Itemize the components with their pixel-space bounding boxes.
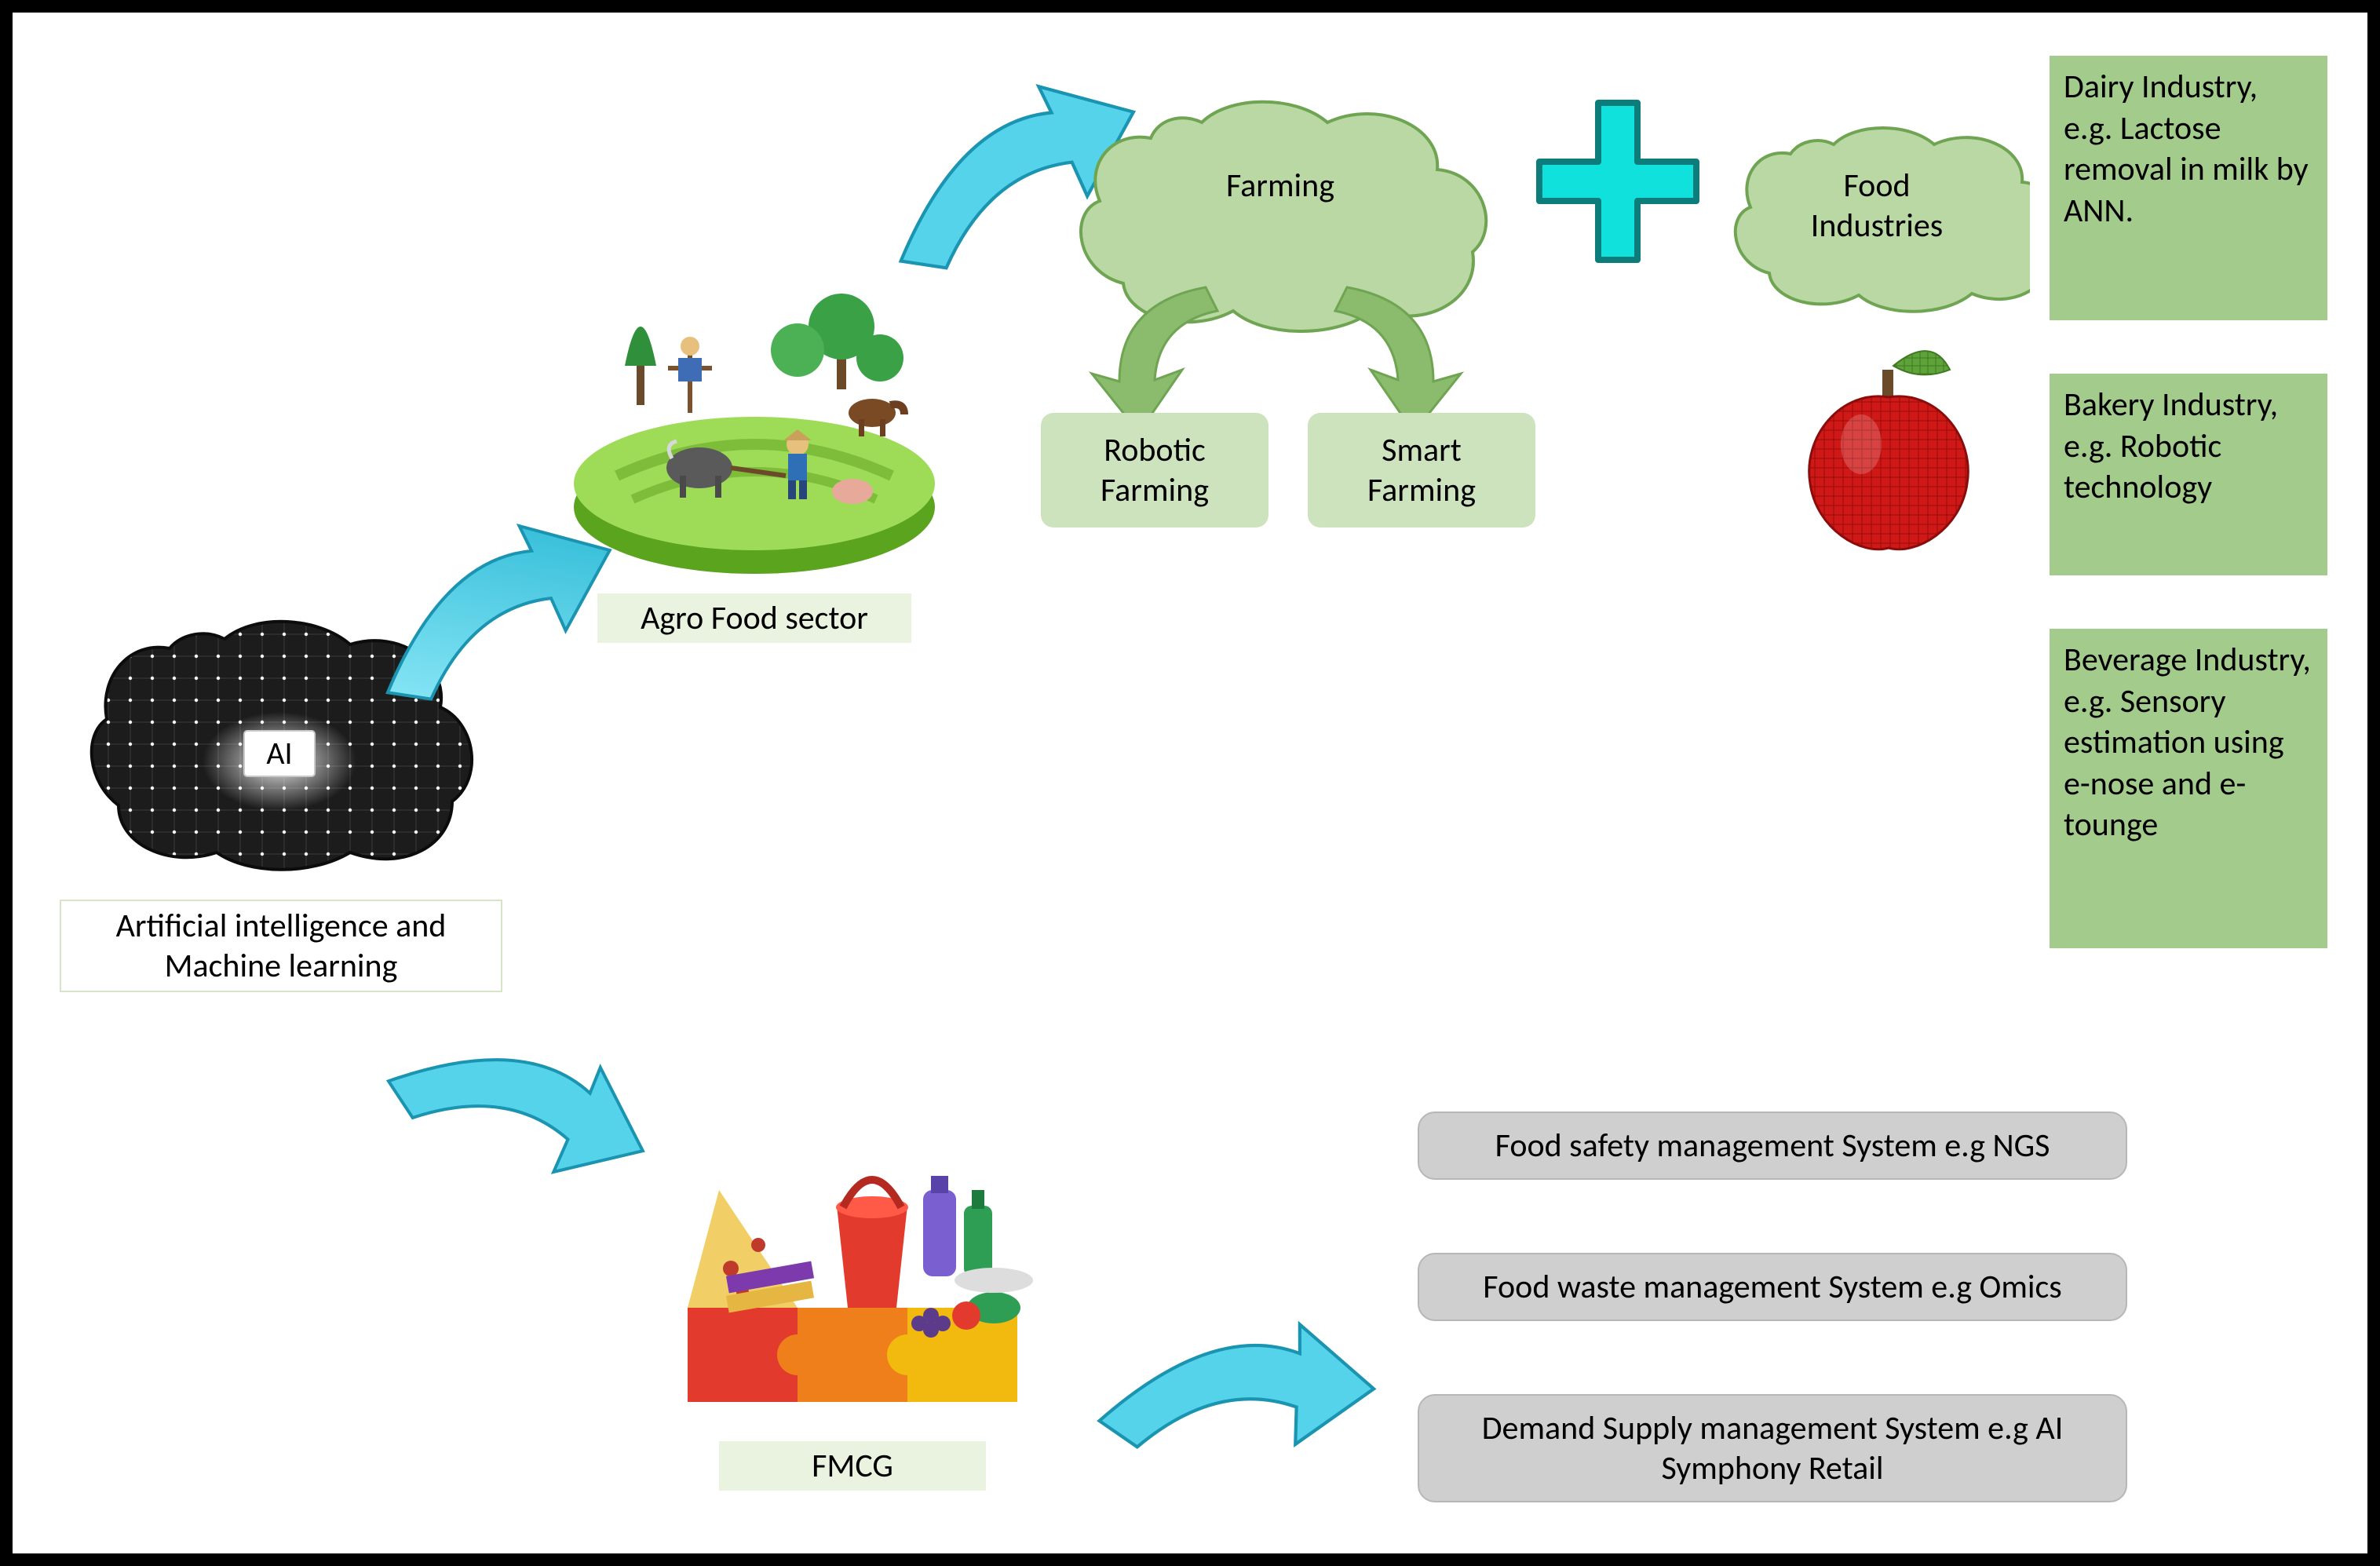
fmcg-output-waste: Food waste management System e.g Omics bbox=[1418, 1253, 2127, 1321]
industry-card-dairy-text: Dairy Industry, e.g. Lactose removal in … bbox=[2064, 67, 2309, 231]
fmcg-icon bbox=[656, 1072, 1049, 1433]
fmcg-output-demand-text: Demand Supply management System e.g AI S… bbox=[1482, 1408, 2064, 1488]
fmcg-output-safety: Food safety management System e.g NGS bbox=[1418, 1112, 2127, 1180]
fmcg-output-demand: Demand Supply management System e.g AI S… bbox=[1418, 1394, 2127, 1502]
plus-icon bbox=[1528, 91, 1708, 272]
arrow-ai-to-fmcg-icon bbox=[360, 958, 687, 1242]
fmcg-output-safety-text: Food safety management System e.g NGS bbox=[1495, 1126, 2050, 1166]
fmcg-caption-text: FMCG bbox=[812, 1446, 893, 1486]
fmcg-caption: FMCG bbox=[719, 1441, 986, 1491]
apple-icon bbox=[1787, 327, 1991, 562]
robotic-farming-text: Robotic Farming bbox=[1101, 430, 1209, 510]
farming-cloud-title: Farming bbox=[1182, 166, 1378, 206]
agro-caption: Agro Food sector bbox=[597, 593, 911, 643]
diagram-canvas: AI AI Artificial intelligence and Machin… bbox=[0, 0, 2380, 1566]
ai-caption-text: Artificial intelligence and Machine lear… bbox=[116, 906, 447, 986]
industry-card-bakery-text: Bakery Industry, e.g. Robotic technology bbox=[2064, 385, 2278, 507]
agro-caption-text: Agro Food sector bbox=[641, 598, 868, 638]
smart-farming-box: Smart Farming bbox=[1308, 413, 1535, 527]
smart-farming-text: Smart Farming bbox=[1367, 430, 1476, 510]
arrow-fmcg-to-outputs-icon bbox=[1078, 1280, 1397, 1493]
fmcg-output-waste-text: Food waste management System e.g Omics bbox=[1483, 1267, 2061, 1307]
robotic-farming-box: Robotic Farming bbox=[1041, 413, 1268, 527]
industry-card-dairy: Dairy Industry, e.g. Lactose removal in … bbox=[2050, 56, 2327, 320]
industry-card-beverage: Beverage Industry, e.g. Sensory estimati… bbox=[2050, 629, 2327, 948]
industry-card-bakery: Bakery Industry, e.g. Robotic technology bbox=[2050, 374, 2327, 575]
ai-badge-text: AI bbox=[266, 734, 292, 772]
food-cloud-title: Food Industries bbox=[1787, 166, 1967, 246]
food-cloud-title-text: Food Industries bbox=[1811, 166, 1943, 246]
farming-cloud-title-text: Farming bbox=[1226, 166, 1334, 206]
agro-sector-icon bbox=[562, 240, 947, 586]
industry-card-beverage-text: Beverage Industry, e.g. Sensory estimati… bbox=[2064, 640, 2311, 845]
